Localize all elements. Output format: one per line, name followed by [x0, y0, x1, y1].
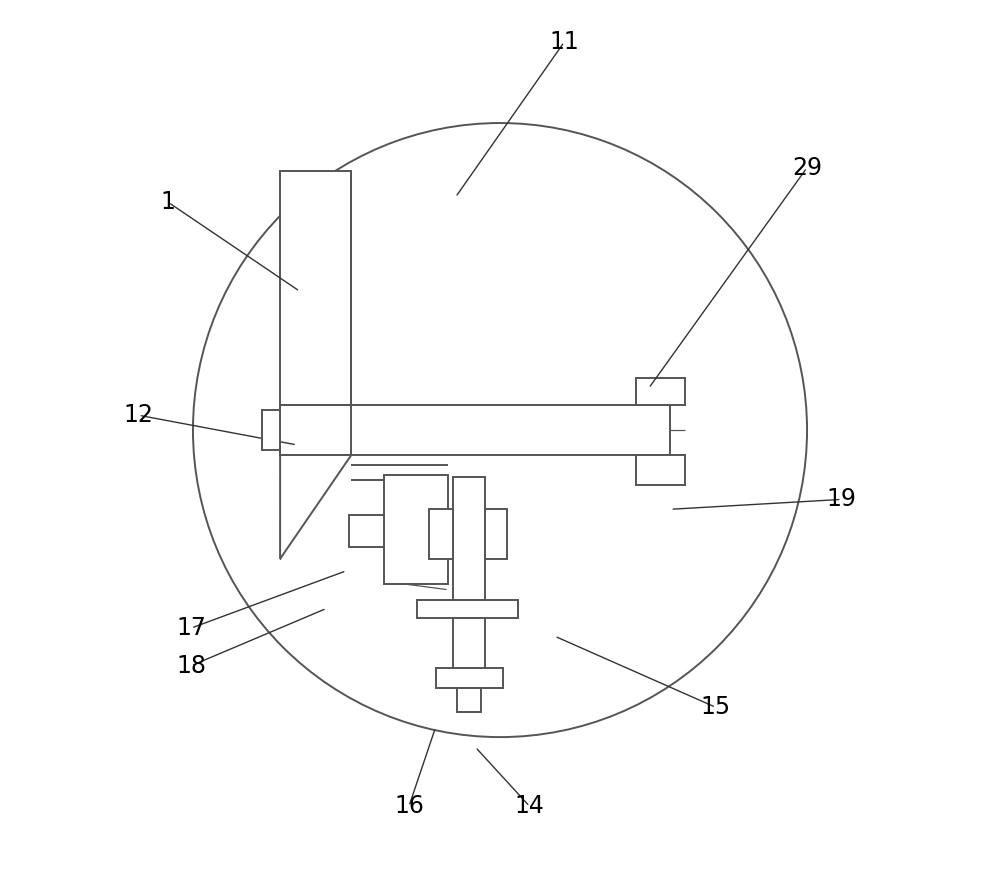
Bar	[280, 170, 351, 405]
Text: 18: 18	[176, 654, 206, 677]
Bar	[262, 410, 280, 450]
Text: 15: 15	[701, 696, 731, 719]
Bar	[457, 688, 481, 712]
Bar	[636, 377, 685, 405]
Text: 12: 12	[124, 403, 153, 427]
Bar	[429, 509, 453, 559]
Bar	[280, 405, 670, 455]
Text: 14: 14	[515, 794, 545, 818]
Bar	[384, 475, 448, 583]
Polygon shape	[280, 455, 351, 559]
Text: 17: 17	[176, 616, 206, 640]
Bar	[436, 668, 503, 688]
Text: 29: 29	[792, 155, 822, 180]
Bar	[453, 477, 485, 601]
Bar	[485, 509, 507, 559]
Bar	[417, 601, 518, 618]
Bar	[636, 455, 685, 485]
Bar	[453, 618, 485, 668]
Text: 16: 16	[394, 794, 424, 818]
Text: 19: 19	[827, 487, 857, 512]
Text: 1: 1	[161, 190, 176, 214]
Bar	[349, 515, 384, 547]
Text: 11: 11	[550, 30, 579, 54]
